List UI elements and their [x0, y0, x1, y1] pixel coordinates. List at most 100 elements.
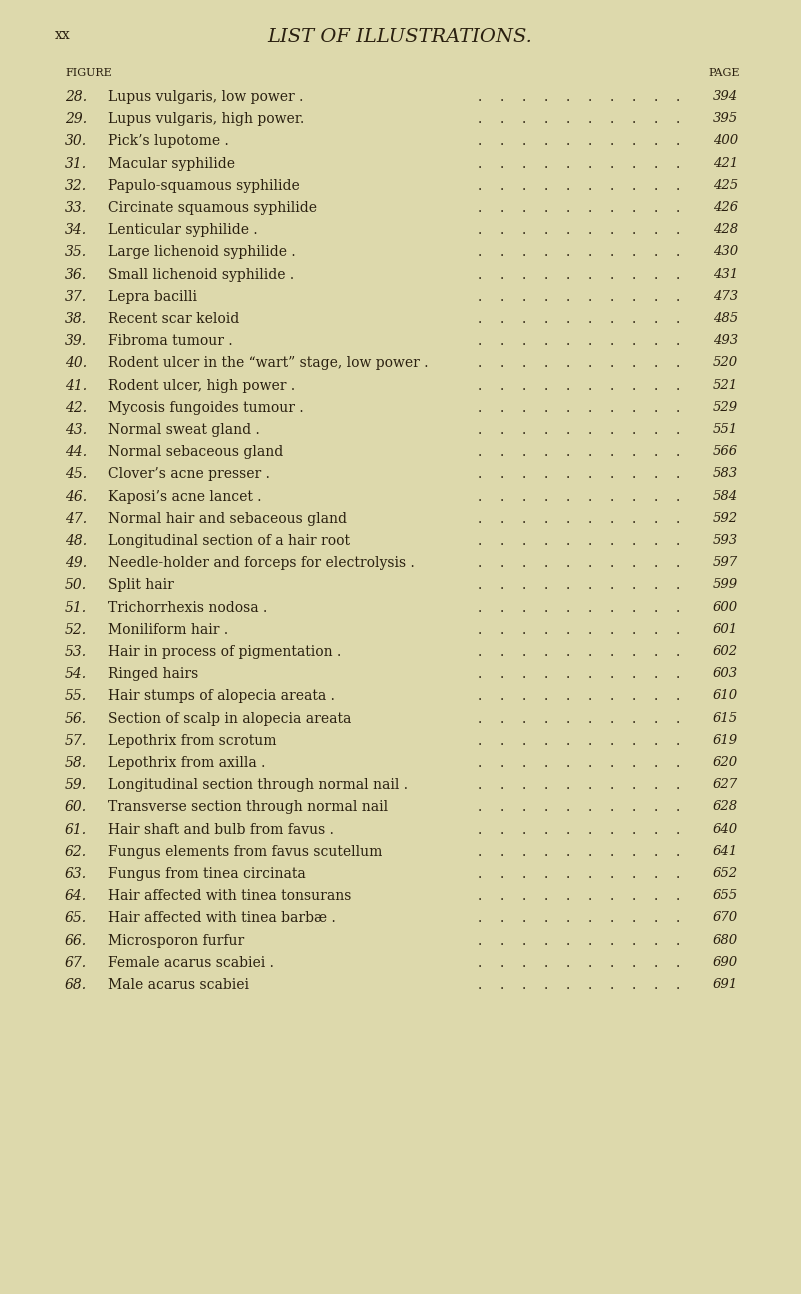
Text: .: .: [610, 534, 614, 547]
Text: .: .: [500, 845, 504, 859]
Text: .: .: [610, 622, 614, 637]
Text: .: .: [676, 512, 680, 525]
Text: .: .: [676, 246, 680, 259]
Text: 68.: 68.: [65, 978, 87, 992]
Text: .: .: [588, 290, 592, 304]
Text: .: .: [610, 512, 614, 525]
Text: .: .: [676, 644, 680, 659]
Text: .: .: [610, 467, 614, 481]
Text: .: .: [654, 845, 658, 859]
Text: Lepothrix from axilla .: Lepothrix from axilla .: [108, 756, 265, 770]
Text: .: .: [654, 823, 658, 837]
Text: .: .: [522, 668, 526, 681]
Text: .: .: [522, 756, 526, 770]
Text: Rodent ulcer, high power .: Rodent ulcer, high power .: [108, 379, 295, 392]
Text: .: .: [588, 978, 592, 992]
Text: .: .: [676, 113, 680, 127]
Text: 602: 602: [713, 644, 738, 659]
Text: Hair affected with tinea tonsurans: Hair affected with tinea tonsurans: [108, 889, 352, 903]
Text: .: .: [500, 179, 504, 193]
Text: .: .: [632, 978, 636, 992]
Text: .: .: [588, 401, 592, 415]
Text: 55.: 55.: [65, 690, 87, 704]
Text: .: .: [544, 467, 548, 481]
Text: .: .: [566, 823, 570, 837]
Text: Fungus elements from favus scutellum: Fungus elements from favus scutellum: [108, 845, 382, 859]
Text: .: .: [610, 978, 614, 992]
Text: .: .: [500, 356, 504, 370]
Text: .: .: [566, 401, 570, 415]
Text: .: .: [610, 157, 614, 171]
Text: .: .: [544, 578, 548, 593]
Text: .: .: [610, 690, 614, 704]
Text: 58.: 58.: [65, 756, 87, 770]
Text: .: .: [478, 334, 482, 348]
Text: .: .: [654, 911, 658, 925]
Text: 33.: 33.: [65, 201, 87, 215]
Text: .: .: [478, 246, 482, 259]
Text: 584: 584: [713, 489, 738, 502]
Text: Recent scar keloid: Recent scar keloid: [108, 312, 239, 326]
Text: .: .: [566, 157, 570, 171]
Text: .: .: [522, 534, 526, 547]
Text: .: .: [632, 179, 636, 193]
Text: .: .: [654, 956, 658, 969]
Text: .: .: [566, 867, 570, 881]
Text: .: .: [478, 823, 482, 837]
Text: .: .: [588, 135, 592, 149]
Text: .: .: [478, 578, 482, 593]
Text: .: .: [566, 556, 570, 571]
Text: .: .: [676, 600, 680, 615]
Text: 597: 597: [713, 556, 738, 569]
Text: .: .: [588, 534, 592, 547]
Text: .: .: [588, 113, 592, 127]
Text: .: .: [654, 756, 658, 770]
Text: 601: 601: [713, 622, 738, 635]
Text: .: .: [500, 911, 504, 925]
Text: .: .: [544, 223, 548, 237]
Text: 32.: 32.: [65, 179, 87, 193]
Text: .: .: [588, 556, 592, 571]
Text: .: .: [500, 423, 504, 437]
Text: .: .: [522, 467, 526, 481]
Text: 64.: 64.: [65, 889, 87, 903]
Text: .: .: [566, 911, 570, 925]
Text: 49.: 49.: [65, 556, 87, 571]
Text: 603: 603: [713, 668, 738, 681]
Text: .: .: [478, 489, 482, 503]
Text: .: .: [588, 756, 592, 770]
Text: Longitudinal section of a hair root: Longitudinal section of a hair root: [108, 534, 350, 547]
Text: .: .: [544, 712, 548, 726]
Text: .: .: [632, 712, 636, 726]
Text: .: .: [610, 356, 614, 370]
Text: .: .: [632, 246, 636, 259]
Text: 394: 394: [713, 91, 738, 104]
Text: .: .: [654, 801, 658, 814]
Text: .: .: [478, 201, 482, 215]
Text: Split hair: Split hair: [108, 578, 174, 593]
Text: .: .: [478, 91, 482, 104]
Text: .: .: [522, 823, 526, 837]
Text: .: .: [588, 334, 592, 348]
Text: .: .: [566, 113, 570, 127]
Text: .: .: [632, 201, 636, 215]
Text: 31.: 31.: [65, 157, 87, 171]
Text: .: .: [676, 356, 680, 370]
Text: .: .: [566, 534, 570, 547]
Text: .: .: [522, 135, 526, 149]
Text: .: .: [544, 644, 548, 659]
Text: .: .: [478, 889, 482, 903]
Text: .: .: [610, 668, 614, 681]
Text: .: .: [610, 91, 614, 104]
Text: .: .: [632, 867, 636, 881]
Text: .: .: [522, 157, 526, 171]
Text: .: .: [610, 379, 614, 392]
Text: .: .: [522, 423, 526, 437]
Text: .: .: [500, 801, 504, 814]
Text: .: .: [566, 956, 570, 969]
Text: .: .: [478, 290, 482, 304]
Text: 39.: 39.: [65, 334, 87, 348]
Text: .: .: [632, 113, 636, 127]
Text: .: .: [478, 690, 482, 704]
Text: .: .: [500, 379, 504, 392]
